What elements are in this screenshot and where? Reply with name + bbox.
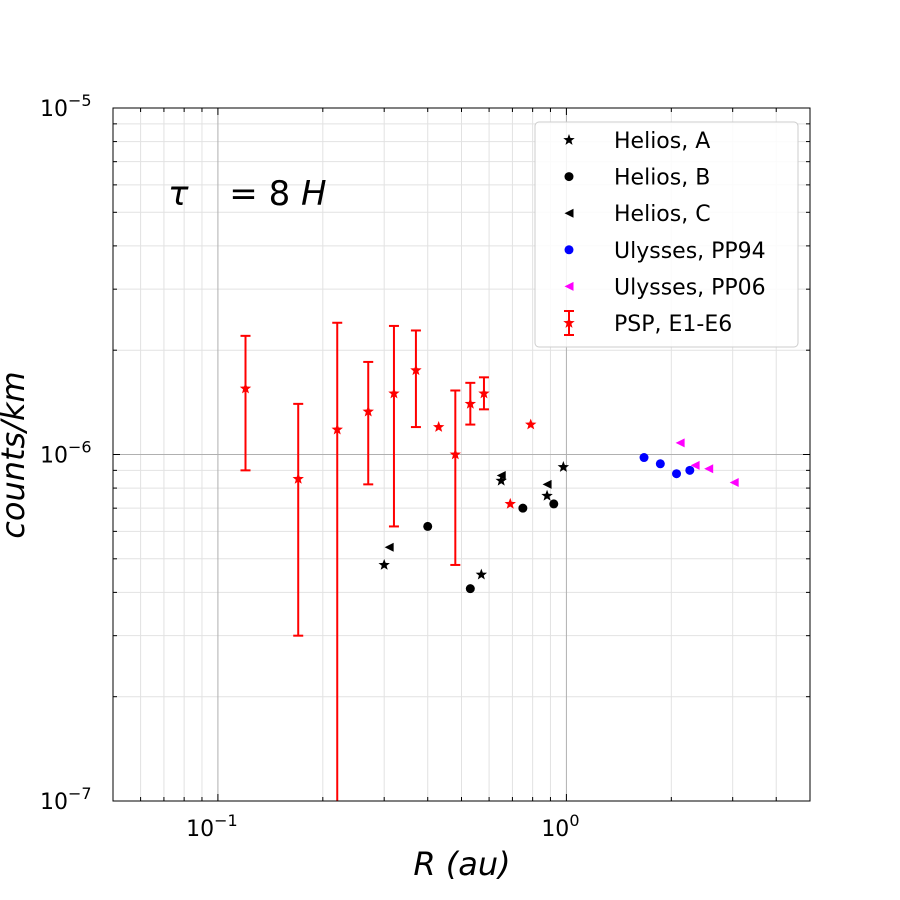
- legend-label: Helios, C: [614, 202, 711, 227]
- series-helios-c: [384, 470, 552, 552]
- tau-annotation: τ = 8 H: [168, 174, 327, 214]
- data-point: [331, 423, 343, 435]
- data-point: [655, 459, 665, 469]
- y-tick-label: 10−6: [40, 438, 92, 469]
- series-psp-e1-e6: [239, 321, 537, 801]
- series-ulysses-pp06: [675, 438, 739, 488]
- legend-marker: [563, 317, 575, 328]
- x-tick-label-base: 10: [186, 817, 214, 842]
- data-point: [541, 489, 553, 501]
- legend-marker: [564, 172, 574, 182]
- legend-label: Ulysses, PP06: [614, 275, 766, 300]
- data-point: [675, 438, 685, 448]
- y-tick-label: 10−5: [40, 91, 92, 122]
- tau-unit: H: [301, 174, 327, 214]
- data-point: [729, 478, 739, 488]
- legend-marker: [564, 245, 574, 255]
- tau-value: = 8: [229, 174, 301, 214]
- data-point: [549, 499, 559, 509]
- legend-marker: [564, 208, 574, 218]
- data-point: [704, 464, 714, 474]
- data-point: [384, 542, 394, 552]
- data-point: [496, 470, 506, 480]
- data-point: [362, 405, 374, 417]
- y-tick-label-base: 10: [40, 790, 68, 815]
- x-tick-label: 10−1: [186, 811, 238, 842]
- data-point: [525, 418, 537, 430]
- data-point: [239, 382, 252, 394]
- data-point: [672, 469, 682, 479]
- data-point: [475, 568, 488, 580]
- data-point: [504, 497, 516, 509]
- series-helios-b: [423, 499, 559, 594]
- legend-marker: [563, 134, 575, 145]
- data-point: [518, 503, 528, 513]
- legend-label: Ulysses, PP94: [614, 239, 766, 264]
- y-tick-label-base: 10: [40, 97, 68, 122]
- legend-label: PSP, E1-E6: [614, 312, 732, 337]
- legend-frame: [534, 121, 799, 348]
- y-tick-label-exponent: −7: [68, 784, 92, 803]
- data-point: [685, 465, 695, 475]
- data-point: [432, 421, 445, 432]
- data-point: [449, 448, 462, 460]
- data-point: [378, 558, 390, 570]
- series-helios-a: [378, 461, 570, 580]
- data-point: [495, 474, 507, 486]
- y-axis-label: counts/km: [0, 371, 32, 538]
- x-axis-label: R (au): [413, 845, 510, 883]
- data-point: [292, 472, 304, 484]
- data-point: [557, 461, 570, 472]
- series-ulysses-pp94: [639, 453, 695, 479]
- data-point: [388, 387, 400, 399]
- x-tick-label-exponent: 0: [569, 811, 579, 830]
- data-point: [464, 397, 477, 409]
- legend-marker: [564, 281, 574, 291]
- x-tick-label: 100: [541, 811, 579, 842]
- data-point: [639, 453, 649, 463]
- y-tick-label-base: 10: [40, 444, 68, 469]
- data-point: [410, 364, 422, 376]
- legend: Helios, A Helios, B Helios, C Ulysses, PP94…: [534, 121, 799, 348]
- data-point: [423, 521, 433, 531]
- legend-label: Helios, A: [614, 129, 710, 154]
- data-point: [690, 460, 700, 470]
- y-tick-label-exponent: −5: [68, 91, 92, 110]
- data-point: [478, 387, 490, 399]
- axes: [112, 107, 811, 802]
- data-series: [239, 321, 739, 801]
- data-point: [465, 584, 475, 594]
- legend-label: Helios, B: [614, 166, 710, 191]
- x-tick-label-base: 10: [541, 817, 569, 842]
- y-tick-label-exponent: −6: [68, 438, 92, 457]
- tau-symbol: τ: [168, 174, 189, 214]
- x-tick-label-exponent: −1: [214, 811, 238, 830]
- plot-frame: [112, 107, 811, 802]
- data-point: [542, 479, 552, 489]
- y-tick-label: 10−7: [40, 784, 92, 815]
